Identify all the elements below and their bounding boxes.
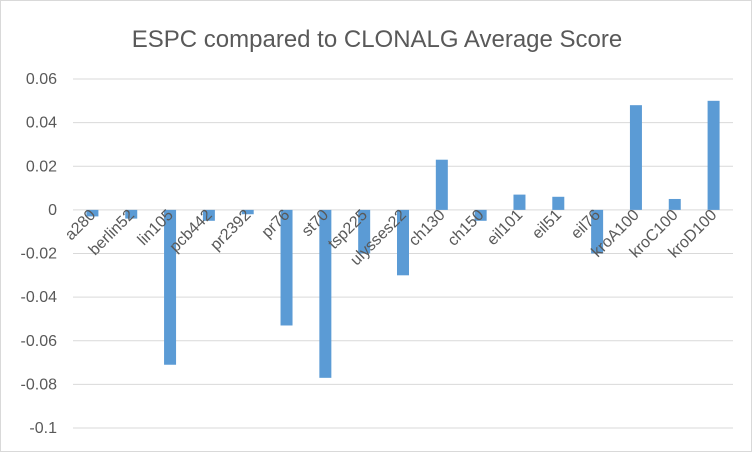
bar: [280, 209, 293, 326]
bar: [241, 209, 254, 215]
y-tick-label: -0.08: [21, 376, 58, 393]
chart-title: ESPC compared to CLONALG Average Score: [132, 26, 622, 53]
bar: [629, 105, 642, 210]
y-axis-ticks: 0.06 0.04 0.02 0 -0.02 -0.04 -0.06 -0.08 -0.1: [21, 71, 58, 437]
bar: [668, 198, 681, 210]
x-category-label: ch150: [445, 207, 488, 250]
x-category-label: ch130: [406, 207, 449, 250]
bar: [397, 209, 409, 276]
y-tick-label: 0: [48, 202, 57, 219]
bar: [591, 209, 604, 254]
bar: [474, 209, 487, 221]
bar: [435, 159, 448, 210]
bar-layer: [86, 100, 720, 378]
y-tick-label: 0.02: [26, 158, 57, 175]
y-tick-label: -0.1: [29, 420, 57, 437]
bar: [164, 209, 177, 365]
bar: [513, 194, 526, 210]
y-tick-label: -0.04: [21, 289, 58, 306]
bar: [358, 209, 371, 254]
bar: [552, 196, 565, 210]
y-tick-label: 0.04: [26, 115, 57, 132]
x-category-label: eil101: [484, 207, 526, 249]
bar: [707, 100, 720, 210]
bar: [202, 209, 215, 221]
y-tick-label: -0.02: [21, 246, 58, 263]
bar: [319, 209, 332, 378]
y-tick-label: 0.06: [26, 71, 57, 88]
bar: [86, 209, 99, 217]
x-category-label: eil51: [529, 207, 565, 243]
y-tick-label: -0.06: [21, 333, 58, 350]
bar: [125, 209, 138, 219]
